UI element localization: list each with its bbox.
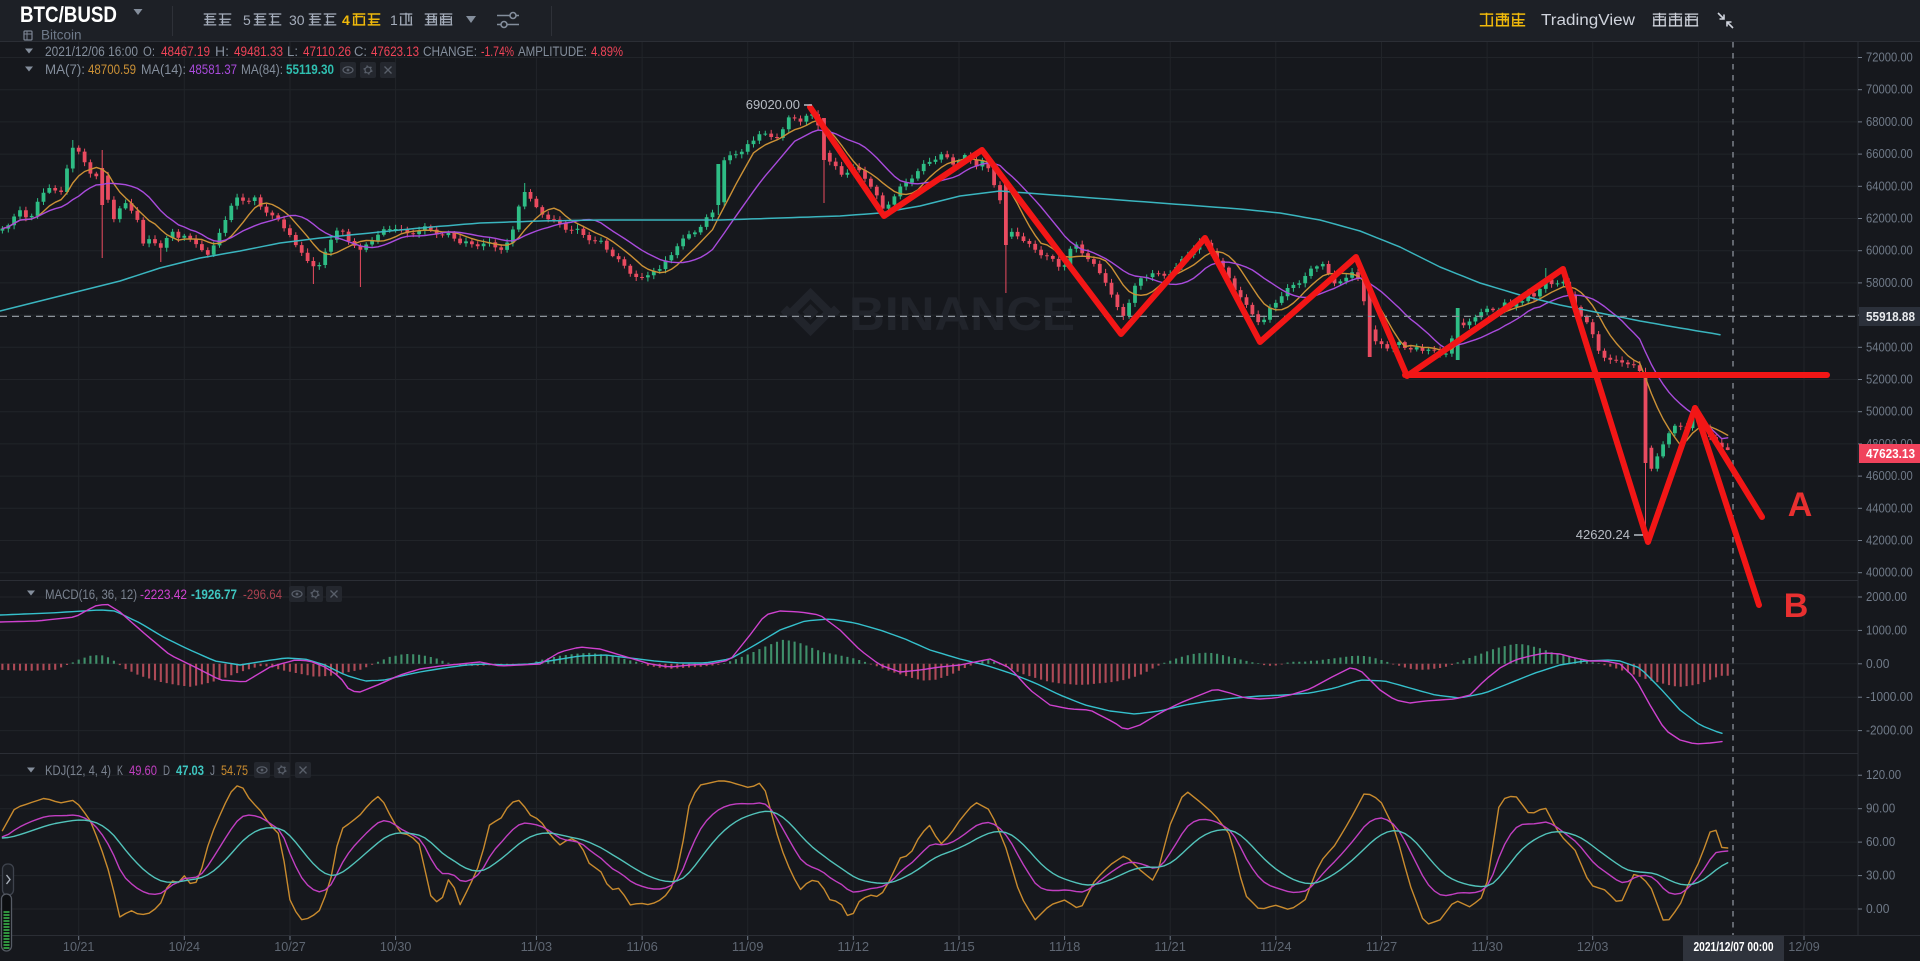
svg-text:4: 4 [342, 12, 350, 28]
svg-text:58000.00: 58000.00 [1866, 276, 1913, 290]
svg-text:KDJ(12, 4, 4): KDJ(12, 4, 4) [45, 763, 111, 778]
svg-text:54000.00: 54000.00 [1866, 340, 1913, 354]
svg-text:10/27: 10/27 [274, 940, 306, 954]
svg-text:11/15: 11/15 [943, 940, 975, 954]
svg-text:TradingView: TradingView [1541, 12, 1636, 29]
svg-text:55918.88: 55918.88 [1866, 310, 1915, 324]
svg-text:44000.00: 44000.00 [1866, 501, 1913, 515]
svg-text:B: B [1784, 587, 1809, 625]
svg-text:C:: C: [354, 44, 367, 59]
svg-text:42620.24: 42620.24 [1576, 527, 1630, 542]
svg-text:60.00: 60.00 [1866, 835, 1895, 849]
svg-text:1000.00: 1000.00 [1866, 623, 1907, 637]
svg-text:12/09: 12/09 [1788, 940, 1820, 954]
svg-text:10/30: 10/30 [380, 940, 412, 954]
svg-text:30.00: 30.00 [1866, 869, 1895, 883]
svg-text:49481.33: 49481.33 [234, 44, 283, 59]
svg-text:11/03: 11/03 [521, 940, 553, 954]
svg-text:47.03: 47.03 [176, 763, 204, 778]
svg-text:H:: H: [215, 44, 229, 59]
svg-text:MA(14):: MA(14): [141, 62, 186, 77]
svg-text:66000.00: 66000.00 [1866, 147, 1913, 161]
svg-text:11/09: 11/09 [732, 940, 764, 954]
svg-text:49.60: 49.60 [129, 763, 157, 778]
svg-text:-296.64: -296.64 [243, 587, 282, 602]
svg-text:48700.59: 48700.59 [88, 62, 136, 77]
svg-text:70000.00: 70000.00 [1866, 83, 1913, 97]
svg-text:52000.00: 52000.00 [1866, 373, 1913, 387]
svg-text:64000.00: 64000.00 [1866, 179, 1913, 193]
svg-text:-2000.00: -2000.00 [1866, 724, 1913, 738]
svg-text:2021/12/07 00:00: 2021/12/07 00:00 [1694, 940, 1774, 954]
svg-text:BTC/BUSD: BTC/BUSD [20, 2, 117, 27]
svg-text:1: 1 [390, 12, 398, 28]
svg-text:0.00: 0.00 [1866, 902, 1889, 916]
svg-text:4.89%: 4.89% [591, 44, 623, 59]
svg-text:Bitcoin: Bitcoin [41, 28, 82, 43]
svg-text:10/21: 10/21 [63, 940, 95, 954]
svg-text:MA(84):: MA(84): [241, 62, 283, 77]
svg-text:10/24: 10/24 [169, 940, 201, 954]
svg-text:120.00: 120.00 [1866, 768, 1901, 782]
svg-text:11/30: 11/30 [1471, 940, 1503, 954]
svg-text:11/27: 11/27 [1366, 940, 1398, 954]
svg-text:K: K [117, 763, 123, 778]
svg-text:50000.00: 50000.00 [1866, 405, 1913, 419]
svg-text:BINANCE: BINANCE [849, 287, 1075, 340]
svg-text:11/24: 11/24 [1260, 940, 1292, 954]
svg-text:11/12: 11/12 [838, 940, 870, 954]
svg-text:30: 30 [289, 12, 305, 28]
svg-text:47623.13: 47623.13 [1866, 447, 1915, 461]
svg-text:-1926.77: -1926.77 [191, 587, 237, 602]
svg-text:CHANGE:: CHANGE: [423, 44, 477, 59]
svg-text:68000.00: 68000.00 [1866, 115, 1913, 129]
svg-text:11/06: 11/06 [626, 940, 658, 954]
svg-text:O:: O: [143, 44, 155, 59]
svg-text:MA(7):: MA(7): [45, 62, 85, 77]
svg-text:0.00: 0.00 [1866, 657, 1889, 671]
svg-text:-1000.00: -1000.00 [1866, 690, 1913, 704]
svg-text:5: 5 [243, 12, 251, 28]
svg-text:60000.00: 60000.00 [1866, 244, 1913, 258]
svg-text:47623.13: 47623.13 [371, 44, 419, 59]
svg-text:2000.00: 2000.00 [1866, 590, 1907, 604]
svg-text:2021/12/06 16:00: 2021/12/06 16:00 [45, 44, 138, 59]
svg-text:MACD(16, 36, 12): MACD(16, 36, 12) [45, 587, 137, 602]
svg-text:46000.00: 46000.00 [1866, 469, 1913, 483]
svg-text:11/18: 11/18 [1049, 940, 1081, 954]
svg-text:69020.00: 69020.00 [746, 97, 800, 112]
svg-text:A: A [1788, 486, 1813, 524]
svg-text:72000.00: 72000.00 [1866, 51, 1913, 65]
svg-text:48467.19: 48467.19 [161, 44, 210, 59]
svg-text:90.00: 90.00 [1866, 802, 1895, 816]
svg-text:42000.00: 42000.00 [1866, 534, 1913, 548]
svg-text:-2223.42: -2223.42 [140, 587, 187, 602]
svg-text:D: D [163, 763, 170, 778]
svg-text:J: J [210, 763, 215, 778]
svg-text:12/03: 12/03 [1577, 940, 1609, 954]
svg-text:AMPLITUDE:: AMPLITUDE: [518, 44, 587, 59]
svg-text:40000.00: 40000.00 [1866, 566, 1913, 580]
svg-text:47110.26: 47110.26 [303, 44, 351, 59]
svg-text:62000.00: 62000.00 [1866, 212, 1913, 226]
svg-text:48581.37: 48581.37 [189, 62, 237, 77]
svg-text:55119.30: 55119.30 [286, 62, 334, 77]
svg-text:L:: L: [287, 44, 298, 59]
svg-text:11/21: 11/21 [1154, 940, 1186, 954]
svg-text:54.75: 54.75 [221, 763, 248, 778]
svg-text:-1.74%: -1.74% [481, 44, 514, 59]
